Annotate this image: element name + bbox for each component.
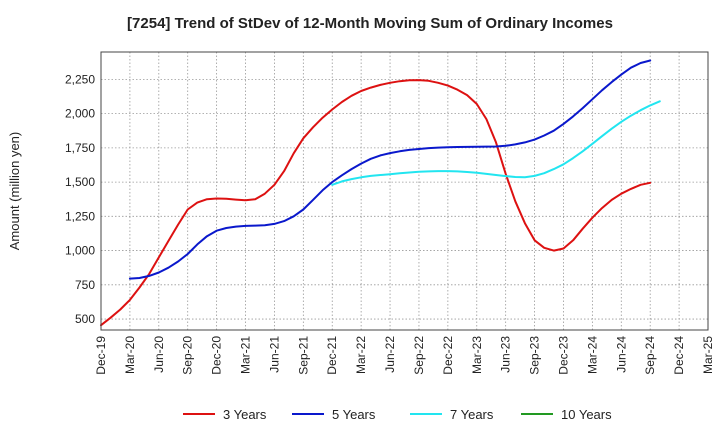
x-tick-label: Sep-24 [643,336,657,375]
x-tick-label: Dec-20 [210,336,224,375]
series-line-3-years [100,79,652,327]
y-tick-label: 1,250 [65,209,95,223]
legend: 3 Years 5 Years 7 Years 10 Years [183,407,612,422]
x-tick-label: Mar-24 [585,336,599,374]
x-tick-labels: Dec-19 Mar-20 Jun-20 Sep-20 Dec-20 Mar-21 Jun-… [94,336,715,375]
y-tick-labels: 500 750 1,000 1,250 1,500 1,750 2,000 2,250 [65,72,95,326]
x-tick-label: Mar-23 [470,336,484,374]
x-tick-label: Dec-24 [672,336,686,375]
y-tick-label: 750 [75,278,95,292]
legend-label-3-years: 3 Years [223,407,267,422]
x-tick-label: Dec-23 [556,336,570,375]
y-tick-label: 2,250 [65,72,95,86]
x-tick-label: Jun-20 [152,336,166,373]
x-tick-label: Sep-23 [528,336,542,375]
x-tick-label: Sep-22 [412,336,426,375]
chart-title: [7254] Trend of StDev of 12-Month Moving… [127,15,613,32]
x-tick-label: Jun-21 [267,336,281,373]
x-tick-label: Dec-22 [441,336,455,375]
y-tick-label: 1,500 [65,175,95,189]
y-tick-label: 1,000 [65,244,95,258]
x-tick-label: Jun-23 [499,336,513,373]
x-tick-label: Jun-22 [383,336,397,373]
series-line-5-years [128,59,652,280]
series-layer [100,59,661,327]
legend-label-5-years: 5 Years [332,407,376,422]
series-line-7-years [331,100,661,186]
x-tick-label: Mar-25 [701,336,715,374]
x-tick-label: Mar-22 [354,336,368,374]
x-tick-label: Mar-20 [123,336,137,374]
plot-frame [100,51,709,331]
y-tick-label: 1,750 [65,141,95,155]
x-tick-label: Dec-19 [94,336,108,375]
y-axis-label: Amount (million yen) [7,132,22,251]
legend-label-10-years: 10 Years [561,407,612,422]
x-tick-label: Sep-21 [296,336,310,375]
x-tick-label: Mar-21 [239,336,253,374]
x-tick-label: Dec-21 [325,336,339,375]
x-tick-label: Jun-24 [614,336,628,373]
x-tick-label: Sep-20 [181,336,195,375]
y-tick-label: 2,000 [65,107,95,121]
y-tick-label: 500 [75,312,95,326]
grid-layer [101,52,708,330]
legend-label-7-years: 7 Years [450,407,494,422]
